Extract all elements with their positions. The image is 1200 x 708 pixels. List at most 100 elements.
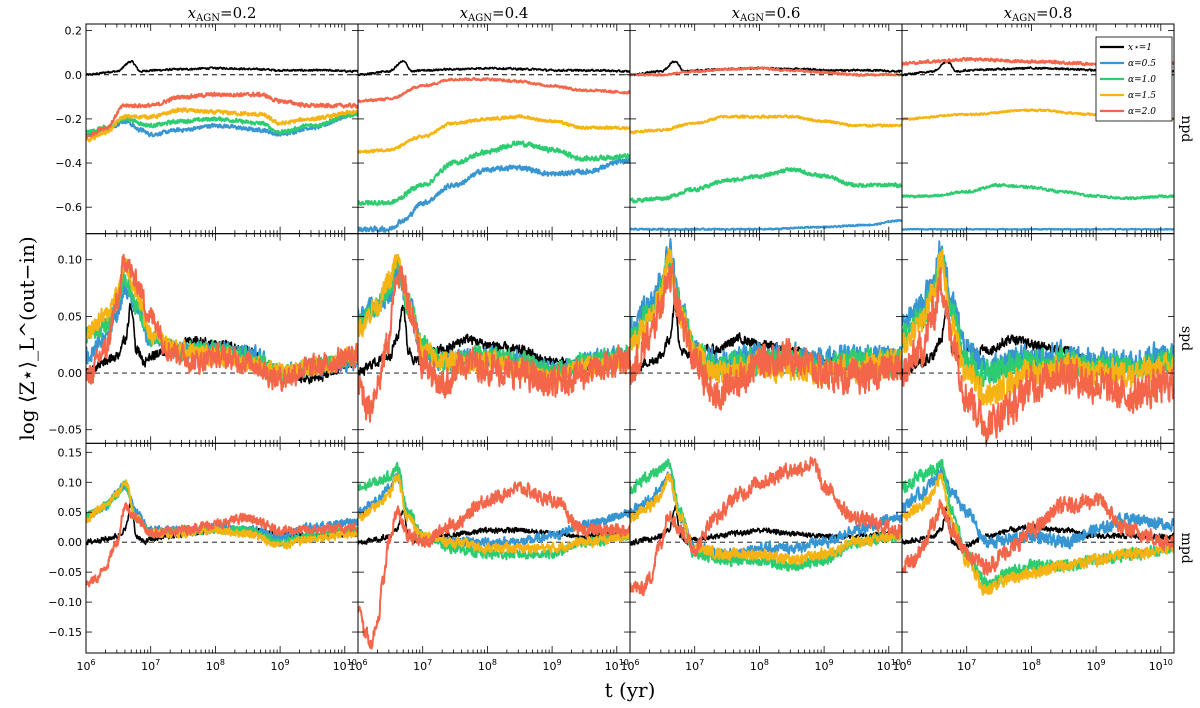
y-tick-label: 0.05 bbox=[58, 506, 83, 519]
panel-npd-1 bbox=[85, 23, 359, 235]
x-tick-label: 1010 bbox=[333, 658, 357, 673]
y-tick-label: −0.05 bbox=[48, 566, 82, 579]
series-line-α=1.5 bbox=[630, 472, 902, 566]
y-tick-label: −0.05 bbox=[48, 424, 82, 437]
y-tick-label: −0.4 bbox=[55, 157, 82, 170]
x-tick-label: 106 bbox=[348, 658, 367, 673]
column-title: xAGN=0.8 bbox=[1004, 4, 1073, 24]
x-axis-label: t (yr) bbox=[605, 678, 656, 702]
row-label-mpd: mpd bbox=[1178, 533, 1194, 564]
series-line-α=2.0 bbox=[630, 262, 902, 411]
y-tick-label: −0.10 bbox=[48, 596, 82, 609]
panel-spd-2 bbox=[357, 233, 631, 444]
series-line-α=1.0 bbox=[358, 140, 630, 207]
panel-mpd-1 bbox=[85, 442, 359, 654]
y-tick-label: 0.00 bbox=[58, 367, 83, 380]
series-line-α=1.5 bbox=[902, 472, 1174, 596]
legend-entry: α=1.0 bbox=[1128, 75, 1156, 85]
series-line-α=1.0 bbox=[86, 111, 358, 135]
series-group bbox=[358, 253, 630, 423]
series-line-x⋆=1 bbox=[630, 504, 902, 546]
series-line-α=2.0 bbox=[86, 253, 358, 393]
series-line-α=2.0 bbox=[358, 76, 630, 104]
legend-entry: x⋆=1 bbox=[1128, 43, 1152, 53]
x-tick-label: 108 bbox=[750, 658, 769, 673]
series-line-α=2.0 bbox=[358, 481, 630, 650]
series-line-α=2.0 bbox=[630, 66, 902, 77]
legend-entry: α=0.5 bbox=[1128, 59, 1156, 69]
panel-mpd-3 bbox=[629, 442, 903, 654]
legend-entry: α=1.5 bbox=[1128, 91, 1156, 101]
series-line-α=1.5 bbox=[86, 479, 358, 550]
column-title: xAGN=0.4 bbox=[460, 4, 529, 24]
panel-frame bbox=[85, 23, 359, 235]
x-tick-label: 1010 bbox=[605, 658, 629, 673]
row-label-npd: npd bbox=[1178, 115, 1194, 142]
panel-spd-3 bbox=[629, 233, 903, 444]
y-axis-label: log ⟨Z⋆⟩_L^(out−in) bbox=[15, 236, 39, 440]
x-tick-label: 107 bbox=[413, 658, 432, 673]
series-line-α=2.0 bbox=[86, 91, 358, 140]
series-group bbox=[358, 59, 630, 233]
x-tick-label: 1010 bbox=[1149, 658, 1173, 673]
x-tick-label: 109 bbox=[815, 658, 834, 673]
row-label-spd: spd bbox=[1178, 326, 1194, 351]
legend-entry: α=2.0 bbox=[1128, 107, 1156, 117]
series-line-α=2.0 bbox=[358, 265, 630, 423]
panel-npd-2 bbox=[357, 23, 631, 235]
y-tick-label: 0.15 bbox=[58, 446, 83, 459]
y-tick-label: −0.6 bbox=[55, 201, 82, 214]
legend: x⋆=1 α=0.5 α=1.0 α=1.5 α=2.0 bbox=[1095, 36, 1173, 122]
series-line-α=0.5 bbox=[358, 157, 630, 233]
series-line-α=1.5 bbox=[358, 473, 630, 555]
series-line-x⋆=1 bbox=[86, 59, 358, 76]
series-group bbox=[630, 60, 902, 232]
y-tick-label: 0.00 bbox=[58, 536, 83, 549]
panel-frame bbox=[85, 442, 359, 654]
series-group bbox=[630, 238, 902, 411]
x-tick-label: 1010 bbox=[877, 658, 901, 673]
y-tick-label: 0.2 bbox=[65, 25, 83, 38]
y-tick-label: −0.2 bbox=[55, 113, 82, 126]
series-line-α=1.0 bbox=[902, 182, 1174, 201]
series-line-α=2.0 bbox=[86, 502, 358, 588]
y-tick-label: 0.10 bbox=[58, 476, 83, 489]
x-tick-label: 107 bbox=[141, 658, 160, 673]
panel-npd-3 bbox=[629, 23, 903, 235]
y-tick-label: −0.15 bbox=[48, 626, 82, 639]
panel-spd-1 bbox=[85, 233, 359, 444]
series-line-α=2.0 bbox=[630, 456, 902, 597]
series-line-α=0.5 bbox=[630, 218, 902, 232]
x-tick-label: 106 bbox=[892, 658, 911, 673]
series-line-α=1.0 bbox=[630, 166, 902, 204]
y-tick-label: 0.05 bbox=[58, 310, 83, 323]
x-tick-label: 107 bbox=[957, 658, 976, 673]
series-group bbox=[86, 479, 358, 588]
panel-frame bbox=[901, 442, 1175, 654]
series-line-α=2.0 bbox=[902, 492, 1174, 576]
series-line-α=1.5 bbox=[902, 249, 1174, 406]
x-tick-label: 108 bbox=[1022, 658, 1041, 673]
series-group bbox=[630, 456, 902, 597]
series-line-α=2.0 bbox=[902, 267, 1174, 444]
x-tick-label: 108 bbox=[478, 658, 497, 673]
series-line-x⋆=1 bbox=[358, 59, 630, 77]
series-line-α=1.0 bbox=[86, 480, 358, 548]
x-tick-label: 109 bbox=[271, 658, 290, 673]
series-line-α=1.5 bbox=[630, 114, 902, 135]
series-line-α=1.5 bbox=[358, 114, 630, 154]
series-group bbox=[86, 253, 358, 393]
y-tick-label: 0.0 bbox=[65, 69, 83, 82]
x-tick-label: 109 bbox=[1087, 658, 1106, 673]
y-tick-label: 0.10 bbox=[58, 254, 83, 267]
series-group bbox=[86, 59, 358, 143]
series-group bbox=[902, 458, 1174, 596]
panel-mpd-2 bbox=[357, 442, 631, 654]
series-line-α=0.5 bbox=[902, 465, 1174, 550]
series-group bbox=[902, 240, 1174, 444]
column-title: xAGN=0.6 bbox=[732, 4, 801, 24]
x-tick-label: 106 bbox=[620, 658, 639, 673]
panel-spd-4 bbox=[901, 233, 1175, 444]
panel-mpd-4 bbox=[901, 442, 1175, 654]
